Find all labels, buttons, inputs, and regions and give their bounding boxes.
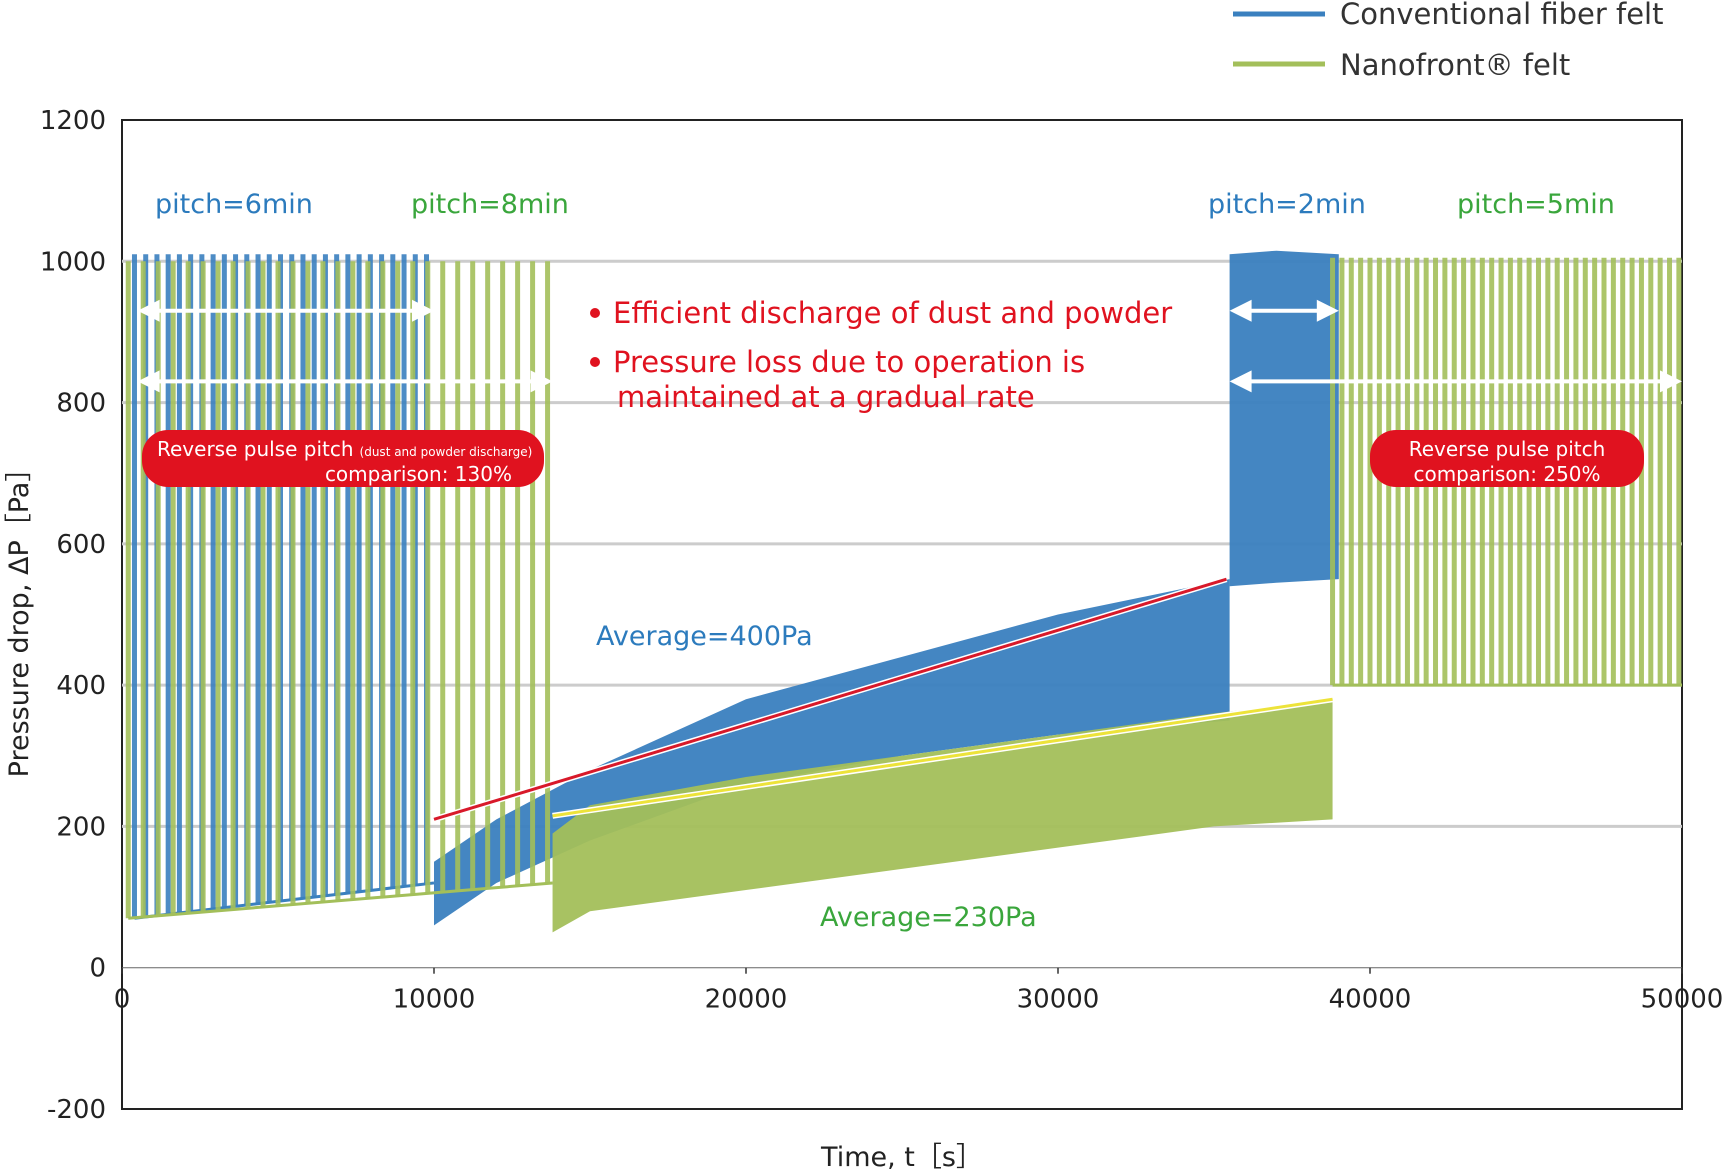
bullet-text-2a: Pressure loss due to operation is <box>613 345 1085 379</box>
arrow-head-right <box>412 299 434 322</box>
badge-right-line2: comparison: 250% <box>1413 462 1600 486</box>
arrow-head-left <box>137 370 160 393</box>
plot-frame <box>121 119 1683 1110</box>
average-conventional-label: Average=400Pa <box>596 621 813 652</box>
y-tick-label: 200 <box>56 812 106 842</box>
y-tick-label: 1200 <box>40 106 106 136</box>
legend-label-conventional: Conventional fiber felt <box>1340 0 1664 31</box>
bullet-dot-1 <box>590 308 600 318</box>
badge-right-bg <box>1370 430 1644 487</box>
series-baseline <box>128 881 553 920</box>
arrow-head-right <box>1660 370 1682 393</box>
x-tick-label: 50000 <box>1641 985 1724 1015</box>
arrow-head-left <box>1229 299 1252 322</box>
average-nanofront-label: Average=230Pa <box>820 902 1037 933</box>
x-tick-label: 30000 <box>1017 985 1100 1015</box>
double-arrow <box>137 299 434 322</box>
double-arrow <box>1229 299 1339 322</box>
arrow-head-right <box>530 370 553 393</box>
badge-right: Reverse pulse pitch comparison: 250% <box>1370 430 1644 487</box>
y-tick-label: 1000 <box>40 247 106 277</box>
y-tick-label: 0 <box>89 954 106 984</box>
bullet-dot-2 <box>590 357 600 367</box>
series-band <box>552 699 1333 933</box>
y-tick-label: -200 <box>47 1095 106 1125</box>
badge-left-line1: Reverse pulse pitch <box>157 437 354 461</box>
series-pulses <box>125 261 551 919</box>
x-tick-label: 40000 <box>1329 985 1412 1015</box>
badge-left: Reverse pulse pitch (dust and powder disc… <box>142 430 544 487</box>
pitch-5min-label: pitch=5min <box>1457 189 1615 220</box>
legend: Conventional fiber felt Nanofront® felt <box>1233 0 1664 82</box>
arrow-layer <box>137 299 1682 393</box>
arrow-head-left <box>137 299 160 322</box>
bullet-text-2b: maintained at a gradual rate <box>617 380 1035 414</box>
y-tick-label: 600 <box>56 530 106 560</box>
x-tick-label: 0 <box>114 985 131 1015</box>
badge-left-bg <box>142 430 544 487</box>
badge-right-line1: Reverse pulse pitch <box>1409 437 1606 461</box>
x-axis-title: Time, t［s］ <box>820 1142 983 1173</box>
bullet-text-1: Efficient discharge of dust and powder <box>613 296 1172 330</box>
arrow-head-right <box>1316 299 1339 322</box>
badge-left-line2: comparison: 130% <box>325 462 512 486</box>
series-band <box>434 579 1230 926</box>
pitch-8min-label: pitch=8min <box>411 189 569 220</box>
trend-layer <box>433 576 1334 823</box>
double-arrow <box>137 370 553 393</box>
pitch-6min-label: pitch=6min <box>155 189 313 220</box>
x-tick-label: 10000 <box>393 985 476 1015</box>
badge-left-title: Reverse pulse pitch (dust and powder disc… <box>157 437 532 461</box>
axis-layer: 0 10000 20000 30000 40000 50000 1200 1000 800 600… <box>40 106 1724 1125</box>
x-tick-label: 20000 <box>705 985 788 1015</box>
legend-label-nanofront: Nanofront® felt <box>1340 48 1570 82</box>
badge-left-small: (dust and powder discharge) <box>360 445 533 459</box>
double-arrow <box>1229 370 1682 393</box>
y-axis-title: Pressure drop, ΔP［Pa］ <box>4 455 35 778</box>
arrow-head-left <box>1229 370 1252 393</box>
y-tick-label: 800 <box>56 389 106 419</box>
bullet-notes: Efficient discharge of dust and powder P… <box>590 296 1172 414</box>
trend-line-nanofront <box>552 697 1333 818</box>
series-band <box>1229 250 1339 587</box>
series-layer <box>125 250 1682 933</box>
y-tick-label: 400 <box>56 671 106 701</box>
trend-line-conventional <box>433 577 1227 821</box>
pitch-2min-label: pitch=2min <box>1208 189 1366 220</box>
